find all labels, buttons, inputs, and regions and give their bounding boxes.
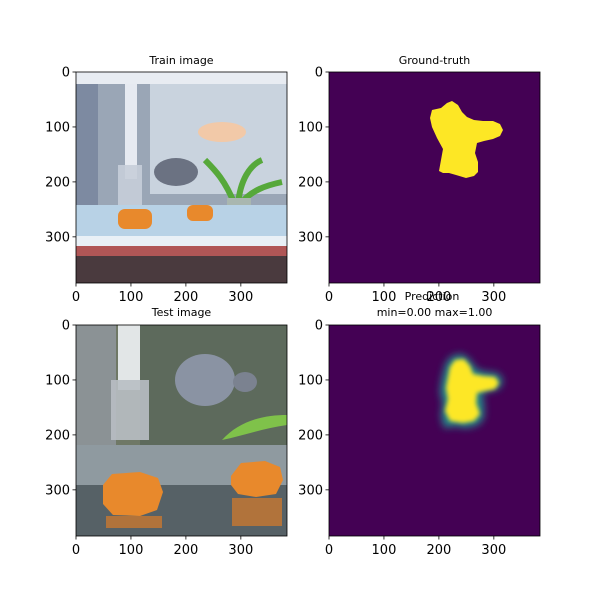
panel-title: Prediction xyxy=(405,290,460,303)
x-tick-label: 300 xyxy=(228,543,253,558)
x-tick-label: 200 xyxy=(173,290,198,305)
x-tick-label: 0 xyxy=(72,290,80,305)
panel-title: Test image xyxy=(151,306,212,319)
test-photo xyxy=(76,325,287,536)
fish-orange xyxy=(198,122,246,142)
tank-floor-glass xyxy=(76,205,287,240)
rock-right xyxy=(187,205,213,221)
panel-title: Train image xyxy=(148,54,213,67)
rock-reflection-right xyxy=(232,498,282,526)
rock-reflection-left xyxy=(106,516,162,528)
bubble-tube xyxy=(118,165,142,205)
y-tick-label: 100 xyxy=(298,120,323,135)
axes-frame xyxy=(75,71,288,284)
tank-base-red xyxy=(76,246,287,256)
heatmap-background xyxy=(329,72,540,283)
y-axis-ticks: 0 100 200 300 xyxy=(45,66,76,245)
x-tick-label: 200 xyxy=(426,290,451,305)
x-axis-ticks: 0 100 200 300 xyxy=(325,283,506,305)
y-tick-label: 100 xyxy=(45,373,70,388)
bubble-stream xyxy=(118,325,140,390)
rock-left xyxy=(118,209,152,229)
panel-ground-truth: Ground-truth 0 100 200 300 0 100 200 300 xyxy=(298,54,541,305)
y-tick-label: 0 xyxy=(62,66,70,81)
y-tick-label: 0 xyxy=(315,66,323,81)
y-tick-label: 100 xyxy=(298,373,323,388)
x-tick-label: 0 xyxy=(72,543,80,558)
y-tick-label: 300 xyxy=(298,230,323,245)
bubble-tube xyxy=(111,380,149,440)
mask-region xyxy=(430,101,503,178)
panel-prediction: Prediction min=0.00 max=1.00 0 100 200 300 … xyxy=(298,290,541,558)
x-axis-ticks: 0 100 200 300 xyxy=(72,536,253,558)
x-tick-label: 200 xyxy=(426,543,451,558)
panel-title: Ground-truth xyxy=(399,54,471,67)
axes-frame xyxy=(75,324,288,537)
x-axis-ticks: 0 100 200 300 xyxy=(325,536,506,558)
y-tick-label: 200 xyxy=(298,428,323,443)
axes-frame xyxy=(328,324,541,537)
fish-tail xyxy=(233,372,257,392)
fish-grey xyxy=(154,158,198,186)
x-tick-label: 300 xyxy=(481,290,506,305)
y-tick-label: 200 xyxy=(45,175,70,190)
y-tick-label: 200 xyxy=(45,428,70,443)
tank-top-bar xyxy=(76,72,287,84)
y-tick-label: 200 xyxy=(298,175,323,190)
train-photo xyxy=(76,72,287,283)
x-tick-label: 100 xyxy=(119,543,144,558)
y-tick-label: 100 xyxy=(45,120,70,135)
x-tick-label: 100 xyxy=(119,290,144,305)
rock-right xyxy=(231,461,283,497)
tank-base-white xyxy=(76,236,287,246)
axes-frame xyxy=(328,71,541,284)
heatmap-background xyxy=(329,325,540,536)
x-tick-label: 0 xyxy=(325,290,333,305)
panel-test-image: Test image 0 100 200 300 0 100 200 300 xyxy=(45,306,288,558)
x-tick-label: 300 xyxy=(228,290,253,305)
panel-train-image: Train image 0 100 200 300 0 100 200 300 xyxy=(45,54,288,305)
fish-grey xyxy=(175,354,235,406)
x-tick-label: 100 xyxy=(372,543,397,558)
ground-truth-heatmap xyxy=(329,72,540,283)
x-tick-label: 200 xyxy=(173,543,198,558)
y-axis-ticks: 0 100 200 300 xyxy=(298,319,329,498)
y-tick-label: 0 xyxy=(315,319,323,334)
prediction-core xyxy=(445,359,499,423)
table-dark xyxy=(76,256,287,283)
y-axis-ticks: 0 100 200 300 xyxy=(45,319,76,498)
plant-leaf xyxy=(222,415,287,440)
bubble-stream xyxy=(125,84,137,179)
tank-frame-left xyxy=(76,84,98,234)
y-tick-label: 300 xyxy=(45,230,70,245)
prediction-heatmap xyxy=(329,325,540,536)
x-tick-label: 0 xyxy=(325,543,333,558)
y-axis-ticks: 0 100 200 300 xyxy=(298,66,329,245)
y-tick-label: 300 xyxy=(45,483,70,498)
x-tick-label: 100 xyxy=(372,290,397,305)
panel-subtitle: min=0.00 max=1.00 xyxy=(377,306,493,319)
rock-left xyxy=(103,472,163,516)
y-tick-label: 300 xyxy=(298,483,323,498)
x-tick-label: 300 xyxy=(481,543,506,558)
y-tick-label: 0 xyxy=(62,319,70,334)
x-axis-ticks: 0 100 200 300 xyxy=(72,283,253,305)
